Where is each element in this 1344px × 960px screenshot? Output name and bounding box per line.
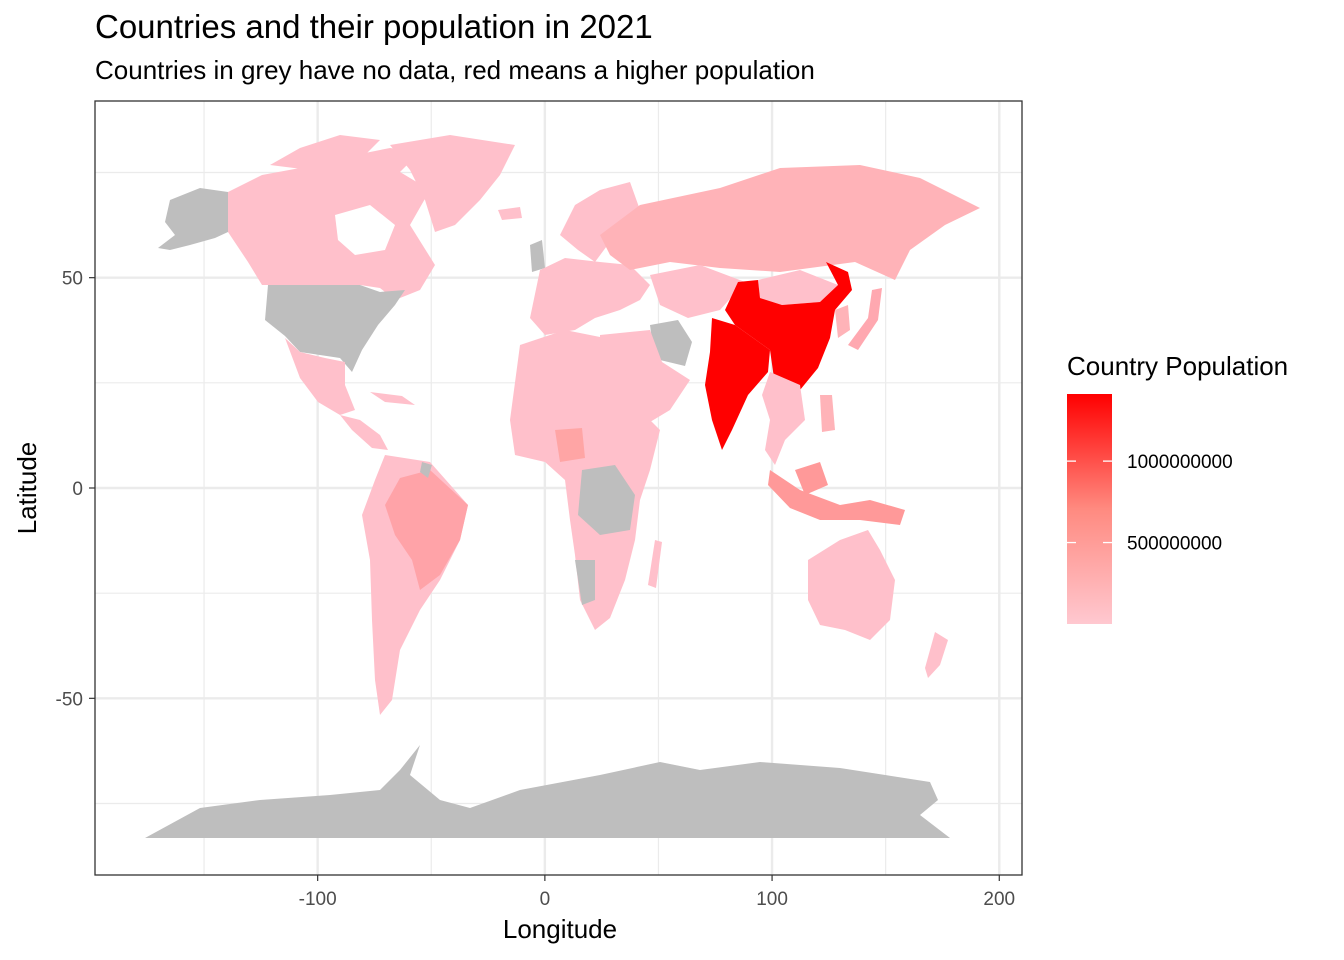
region-canada (228, 148, 435, 300)
region-namibia (575, 560, 595, 605)
region-mexico (285, 338, 355, 415)
region-caribbean (370, 392, 415, 405)
region-southeast-asia (762, 372, 805, 465)
legend-title: Country Population (1067, 351, 1288, 381)
legend-ticks: 500000000 1000000000 (1067, 452, 1233, 555)
region-central-asia (650, 265, 745, 318)
region-nigeria (555, 428, 585, 462)
region-india (705, 318, 770, 450)
region-madagascar (648, 540, 662, 588)
region-brazil (385, 470, 468, 590)
y-tick-label: -50 (56, 689, 83, 710)
region-central-america (340, 415, 388, 450)
chart-subtitle: Countries in grey have no data, red mean… (95, 55, 815, 85)
region-guiana (420, 462, 432, 478)
region-united-states (265, 285, 405, 372)
region-middle-east (600, 330, 690, 425)
legend-break-label: 1000000000 (1127, 452, 1233, 473)
region-scandinavia (560, 182, 640, 262)
region-indonesia (768, 470, 905, 525)
legend: Country Population 500000000 1000000000 (1067, 351, 1288, 624)
y-tick-label: 0 (72, 479, 83, 500)
region-philippines (820, 395, 835, 432)
chart-title: Countries and their population in 2021 (95, 8, 653, 45)
x-tick-label: 0 (540, 889, 551, 910)
x-axis-title: Longitude (503, 914, 617, 944)
region-europe (530, 258, 650, 335)
region-russia (600, 165, 980, 280)
region-borneo (795, 462, 828, 495)
legend-colorbar (1067, 394, 1112, 624)
region-australia (808, 530, 895, 640)
region-uk (530, 240, 545, 272)
region-korea (835, 305, 850, 338)
y-axis-title: Latitude (12, 442, 42, 535)
region-china (725, 262, 852, 390)
y-tick-label: 50 (62, 269, 83, 290)
legend-break-label: 500000000 (1127, 534, 1222, 555)
region-japan (848, 288, 882, 350)
axes: -100 0 100 200 -50 0 50 (56, 269, 1016, 910)
region-dr-congo (578, 465, 635, 535)
region-alaska (158, 188, 228, 250)
region-iceland (498, 207, 522, 220)
region-mongolia (758, 270, 838, 305)
x-tick-label: -100 (299, 889, 337, 910)
region-iran (650, 320, 692, 366)
x-tick-label: 200 (983, 889, 1015, 910)
water-hudson-bay (335, 205, 395, 255)
region-canada-islands (270, 135, 380, 170)
x-tick-label: 100 (756, 889, 788, 910)
land-layer (145, 135, 980, 838)
region-antarctica (145, 745, 950, 838)
region-greenland (390, 135, 515, 232)
region-new-zealand (925, 632, 948, 678)
